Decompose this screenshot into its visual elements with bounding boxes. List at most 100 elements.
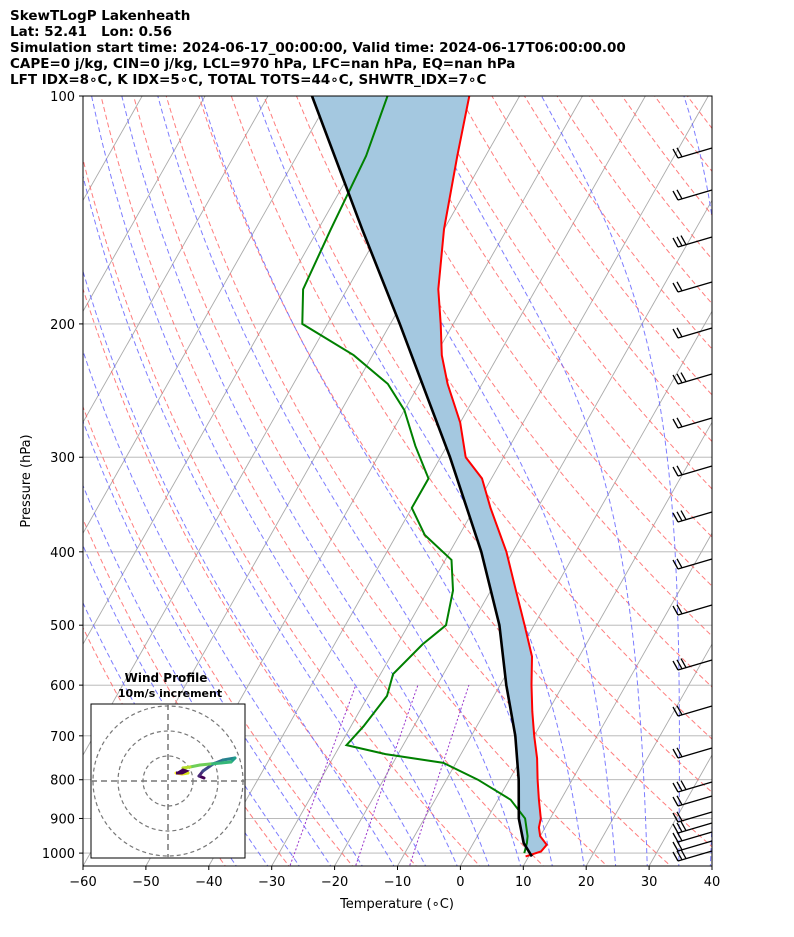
wind-barb-shaft [677, 327, 713, 339]
wind-barb [672, 281, 713, 293]
isotherm [648, 754, 712, 866]
y-axis-label: Pressure (hPa) [19, 434, 34, 527]
wind-barb-flag [676, 373, 683, 384]
mixing-ratio-line [289, 684, 357, 866]
wind-barb-shaft [677, 659, 713, 671]
moist-adiabat [742, 96, 793, 869]
wind-barb [672, 747, 713, 759]
dry-adiabat [426, 96, 712, 490]
hodograph-segment [208, 761, 223, 766]
wind-barb-shaft [677, 795, 713, 807]
wind-barb-flag [676, 511, 683, 522]
moist-adiabat [418, 96, 648, 866]
y-tick-label: 900 [50, 812, 75, 827]
dry-adiabat [198, 96, 712, 848]
isotherm [585, 643, 712, 866]
wind-barb-flag [676, 465, 683, 476]
wind-barb [672, 705, 713, 717]
wind-barb-flag [680, 658, 687, 668]
wind-profile-inset: Wind Profile 10m/s increment [90, 671, 246, 859]
wind-barb [672, 147, 713, 159]
wind-barb-flag [672, 418, 679, 429]
isotherm [83, 96, 206, 313]
hodograph [174, 756, 237, 780]
wind-barb-flag [676, 831, 683, 842]
wind-barb [672, 417, 713, 429]
wind-barb [672, 795, 713, 807]
inset-title: Wind Profile [125, 671, 208, 685]
wind-barb-flag [676, 811, 683, 822]
y-tick-label: 500 [50, 619, 75, 634]
x-tick-label: 10 [515, 875, 532, 890]
wind-barb-shaft [677, 558, 713, 570]
wind-barb-flag [676, 822, 683, 833]
inset-subtitle: 10m/s increment [118, 687, 222, 700]
wind-barb-shaft [677, 781, 713, 793]
dewpoint-line [301, 96, 529, 854]
dry-adiabat [83, 157, 481, 866]
x-tick-label: 40 [704, 875, 721, 890]
x-tick-label: −10 [384, 875, 411, 890]
wind-barb-shaft [677, 147, 713, 159]
moist-adiabat [83, 349, 363, 866]
wind-barb-flag [676, 781, 683, 792]
dry-adiabat [621, 96, 712, 216]
wind-barb-flag [676, 795, 683, 806]
inset-ring-20 [117, 730, 219, 832]
wind-barb [672, 327, 713, 339]
wind-barb-shaft [677, 281, 713, 293]
wind-barb-flag [672, 660, 679, 671]
wind-barb-flag [672, 466, 679, 477]
wind-barb-flag [672, 374, 679, 385]
wind-barb [672, 235, 713, 248]
isotherm [0, 96, 79, 866]
wind-barb-shaft [677, 822, 713, 834]
isotherm [334, 199, 712, 866]
wind-barb-flag [676, 147, 683, 158]
wind-barb [672, 780, 713, 793]
moist-adiabat [255, 96, 585, 866]
y-tick-label: 100 [50, 90, 75, 105]
wind-barb-flag [672, 148, 679, 159]
dry-adiabat [720, 96, 794, 869]
cin-shaded-area [312, 96, 547, 857]
wind-barb [672, 189, 713, 201]
dry-adiabat [100, 96, 545, 866]
x-tick-label: −20 [321, 875, 348, 890]
y-tick-label: 600 [50, 679, 75, 694]
mixing-ratio-line [409, 684, 470, 866]
moist-adiabat [83, 174, 427, 866]
wind-barb-shaft [677, 840, 713, 852]
isotherm [775, 96, 794, 866]
moist-adiabat [201, 96, 553, 866]
wind-barb-flag [676, 604, 683, 615]
wind-barb-shaft [677, 511, 713, 523]
wind-barb-flag [676, 558, 683, 569]
wind-barb-flag [672, 237, 679, 248]
cape-cin-shading [312, 96, 547, 857]
isotherm [83, 96, 269, 424]
wind-barb [672, 821, 713, 834]
wind-barb [672, 604, 713, 616]
isotherm [271, 96, 709, 866]
y-tick-label: 700 [50, 730, 75, 745]
moist-adiabat [121, 96, 490, 866]
wind-barb-flag [676, 659, 683, 670]
cape-line: CAPE=0 j/kg, CIN=0 j/kg, LCL=970 hPa, LF… [10, 56, 516, 72]
hodograph-segment [188, 763, 202, 769]
moist-adiabat [91, 96, 458, 866]
y-tick-label: 400 [50, 546, 75, 561]
parcel-line [310, 96, 534, 858]
y-tick-label: 1000 [42, 847, 75, 862]
moist-adiabat [83, 269, 395, 866]
dry-adiabat [458, 96, 712, 443]
wind-barb-flag [672, 851, 679, 862]
isotherm [0, 96, 16, 866]
profile-lines [301, 96, 548, 858]
wind-barb-shaft [677, 604, 713, 616]
wind-barb-shaft [677, 811, 713, 823]
location-line: Lat: 52.41 Lon: 0.56 [10, 24, 172, 40]
wind-barb-flag [672, 605, 679, 616]
y-tick-label: 200 [50, 318, 75, 333]
wind-barb [672, 831, 713, 843]
